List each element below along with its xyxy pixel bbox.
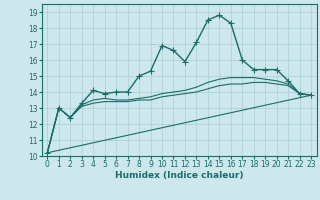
X-axis label: Humidex (Indice chaleur): Humidex (Indice chaleur): [115, 171, 244, 180]
